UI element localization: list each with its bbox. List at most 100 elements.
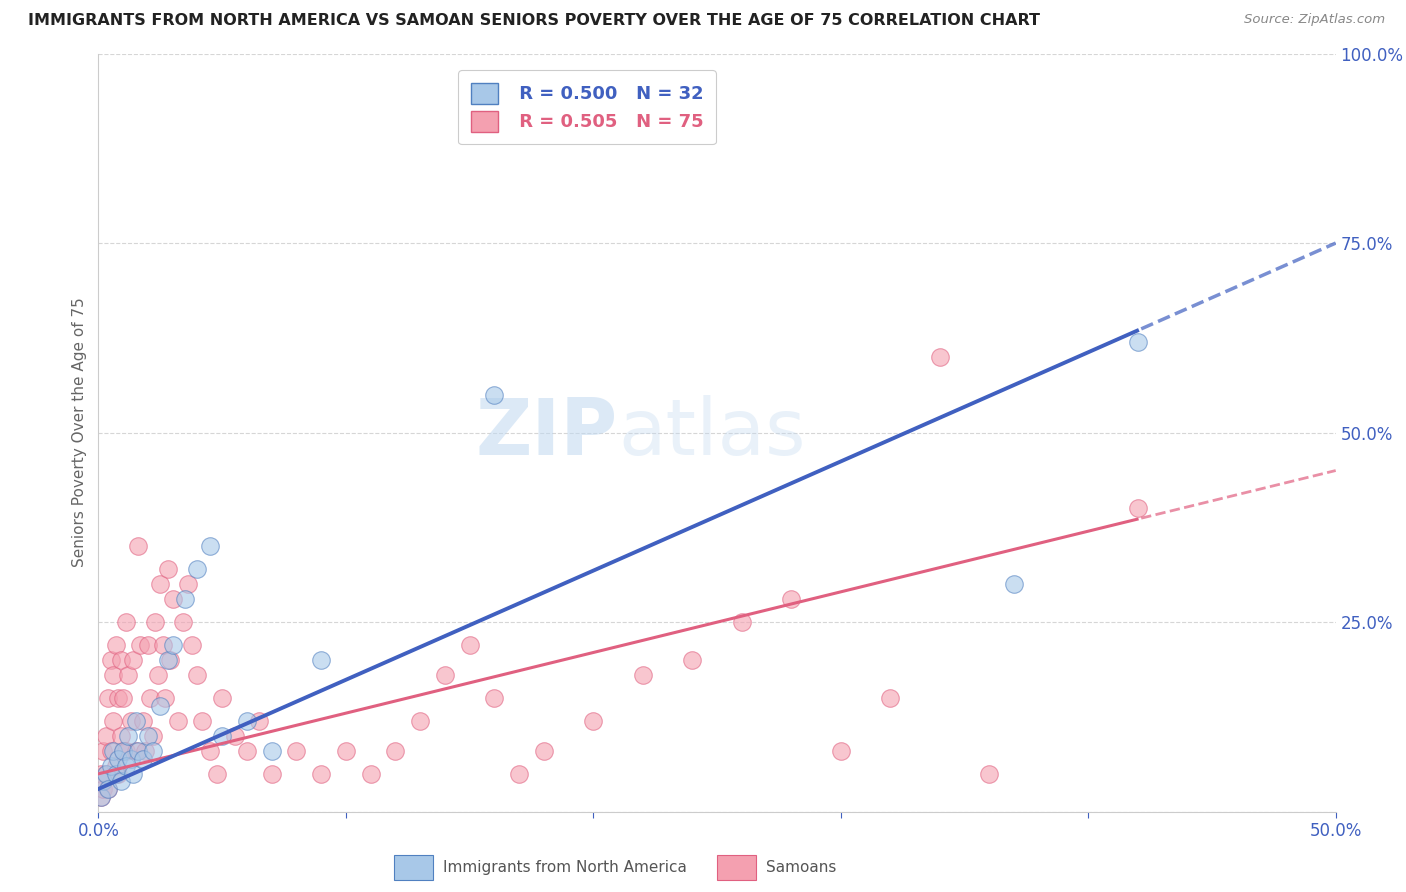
Point xyxy=(1126,334,1149,349)
Point xyxy=(110,774,132,789)
Point xyxy=(94,767,117,781)
Point xyxy=(205,767,228,781)
Point xyxy=(149,698,172,713)
Point xyxy=(94,767,117,781)
Point xyxy=(236,744,259,758)
Point xyxy=(97,691,120,706)
Point xyxy=(134,744,156,758)
Point xyxy=(156,653,179,667)
Point xyxy=(181,638,204,652)
Text: Source: ZipAtlas.com: Source: ZipAtlas.com xyxy=(1244,13,1385,27)
Point xyxy=(484,691,506,706)
Point xyxy=(1126,501,1149,516)
Point xyxy=(112,744,135,758)
Point xyxy=(309,767,332,781)
Point xyxy=(104,638,127,652)
Point xyxy=(384,744,406,758)
Point xyxy=(93,781,115,797)
Point xyxy=(149,577,172,591)
Point xyxy=(114,744,136,758)
Text: Immigrants from North America: Immigrants from North America xyxy=(443,861,686,875)
Point xyxy=(162,592,184,607)
Point xyxy=(132,751,155,765)
Point xyxy=(104,767,127,781)
Point xyxy=(533,744,555,758)
Point xyxy=(172,615,194,630)
Point xyxy=(112,744,135,758)
Point xyxy=(136,638,159,652)
Point xyxy=(90,789,112,804)
Point xyxy=(103,744,125,758)
Point xyxy=(174,592,197,607)
Point xyxy=(127,539,149,553)
Point xyxy=(103,668,125,682)
Point xyxy=(681,653,703,667)
Point xyxy=(114,615,136,630)
Point xyxy=(117,729,139,743)
Point xyxy=(433,668,456,682)
Point xyxy=(90,767,112,781)
Point xyxy=(104,759,127,773)
Point xyxy=(1002,577,1025,591)
Point xyxy=(247,714,270,728)
Y-axis label: Seniors Poverty Over the Age of 75: Seniors Poverty Over the Age of 75 xyxy=(72,298,87,567)
Point xyxy=(186,668,208,682)
Point xyxy=(156,562,179,576)
Point xyxy=(211,729,233,743)
Point xyxy=(236,714,259,728)
Text: atlas: atlas xyxy=(619,394,806,471)
Point xyxy=(122,653,145,667)
Point xyxy=(117,668,139,682)
Point xyxy=(198,744,221,758)
Point xyxy=(127,744,149,758)
Point xyxy=(122,767,145,781)
Point xyxy=(260,767,283,781)
Point xyxy=(94,729,117,743)
Point xyxy=(93,774,115,789)
Point xyxy=(162,638,184,652)
Point xyxy=(152,638,174,652)
Point xyxy=(112,691,135,706)
Point xyxy=(136,729,159,743)
Point xyxy=(107,691,129,706)
Point xyxy=(309,653,332,667)
Point xyxy=(224,729,246,743)
Point xyxy=(186,562,208,576)
Point xyxy=(97,781,120,797)
Point xyxy=(198,539,221,553)
Point xyxy=(211,691,233,706)
Point xyxy=(110,653,132,667)
Point xyxy=(142,744,165,758)
Point xyxy=(124,714,146,728)
Text: Samoans: Samoans xyxy=(766,861,837,875)
Point xyxy=(191,714,214,728)
Point xyxy=(631,668,654,682)
Point xyxy=(146,668,169,682)
Point xyxy=(928,350,950,364)
Point xyxy=(93,744,115,758)
Point xyxy=(124,744,146,758)
Point xyxy=(508,767,530,781)
Point xyxy=(107,767,129,781)
Point xyxy=(100,744,122,758)
Point xyxy=(155,691,177,706)
Text: IMMIGRANTS FROM NORTH AMERICA VS SAMOAN SENIORS POVERTY OVER THE AGE OF 75 CORRE: IMMIGRANTS FROM NORTH AMERICA VS SAMOAN … xyxy=(28,13,1040,29)
Point xyxy=(139,691,162,706)
Point xyxy=(830,744,852,758)
Point xyxy=(335,744,357,758)
Point xyxy=(285,744,308,758)
Point xyxy=(879,691,901,706)
Legend:  R = 0.500   N = 32,  R = 0.505   N = 75: R = 0.500 N = 32, R = 0.505 N = 75 xyxy=(458,70,716,145)
Point xyxy=(142,729,165,743)
Point xyxy=(409,714,432,728)
Point xyxy=(176,577,198,591)
Point xyxy=(100,759,122,773)
Point xyxy=(100,653,122,667)
Point xyxy=(159,653,181,667)
Point xyxy=(129,638,152,652)
Point xyxy=(166,714,188,728)
Point xyxy=(582,714,605,728)
Point xyxy=(458,638,481,652)
Point xyxy=(979,767,1001,781)
Point xyxy=(731,615,754,630)
